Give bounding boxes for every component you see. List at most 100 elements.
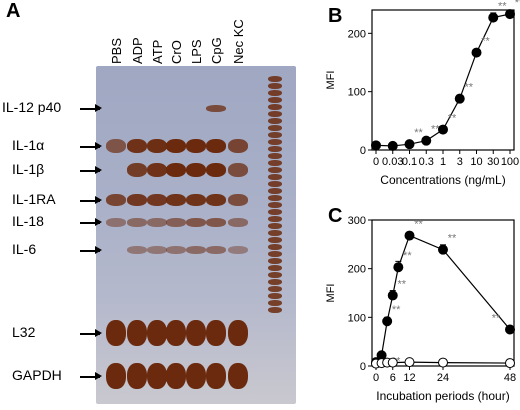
band-arrow: [80, 143, 102, 149]
x-tick-label: 48: [504, 372, 516, 384]
data-point: [505, 358, 515, 369]
gel-band: [228, 139, 248, 153]
band-label: IL-1β: [12, 161, 45, 177]
gel-band: [147, 194, 167, 206]
gel-band: [106, 217, 126, 227]
gel-band: [186, 363, 206, 389]
ladder-band: [268, 125, 282, 131]
ladder-band: [268, 139, 282, 145]
ladder-band: [268, 181, 282, 187]
y-axis-label: MFI: [325, 284, 337, 303]
ladder-band: [268, 160, 282, 166]
band-label: IL-6: [12, 241, 37, 257]
data-point: [505, 9, 515, 20]
significance-mark: **: [448, 113, 457, 125]
data-point: [505, 324, 515, 335]
gel-band: [166, 246, 186, 254]
data-point: [387, 290, 398, 301]
ladder-band: [268, 97, 282, 103]
band-label: IL-12 p40: [2, 99, 62, 115]
y-tick-label: 0: [360, 361, 366, 373]
x-tick-label: 6: [390, 372, 396, 384]
data-point: [454, 93, 465, 104]
gel-band: [228, 194, 248, 206]
significance-mark: **: [403, 250, 412, 262]
data-point: [404, 357, 415, 368]
ladder-band: [268, 237, 282, 243]
x-tick-label: 0.3: [419, 156, 434, 168]
panel-letter: C: [328, 205, 342, 227]
x-tick-label: 100: [501, 156, 519, 168]
gel-band: [206, 217, 226, 227]
gel-background: [96, 66, 296, 404]
gel-band: [228, 363, 248, 389]
lane-label: CrO: [169, 40, 184, 64]
gel-band: [127, 163, 147, 177]
data-point: [404, 139, 415, 150]
x-tick-label: 30: [487, 156, 499, 168]
gel-band: [106, 139, 126, 153]
x-axis-label: Concentrations (ng/mL): [380, 173, 505, 187]
significance-mark: **: [397, 278, 406, 290]
x-tick-label: 0.03: [382, 156, 403, 168]
gel-band: [166, 363, 186, 389]
data-point: [421, 135, 432, 146]
data-point: [471, 47, 482, 58]
band-arrow: [80, 373, 102, 379]
data-point: [438, 124, 448, 135]
band-arrow: [80, 167, 102, 173]
band-label: L32: [12, 324, 36, 340]
ladder-band: [268, 153, 282, 159]
ladder-band: [268, 230, 282, 236]
gel-band: [206, 139, 226, 153]
y-tick-label: 100: [348, 87, 366, 99]
data-point: [387, 140, 398, 151]
band-label: IL-1α: [12, 137, 45, 153]
panel-a-letter: A: [6, 0, 21, 22]
gel-band: [147, 163, 167, 177]
x-tick-label: 0: [373, 156, 379, 168]
ladder-band: [268, 188, 282, 194]
gel-band: [206, 320, 226, 346]
lane-label: CpG: [209, 37, 224, 64]
gel-band: [166, 139, 186, 153]
gel-band: [106, 363, 126, 389]
band-arrow: [80, 330, 102, 336]
gel-band: [127, 194, 147, 206]
ladder-band: [268, 111, 282, 117]
ladder-band: [268, 293, 282, 299]
series-line: [375, 234, 511, 363]
ladder-band: [268, 118, 282, 124]
band-label: IL-1RA: [12, 191, 56, 207]
gel-band: [127, 139, 147, 153]
gel-band: [228, 246, 248, 254]
x-tick-label: 3: [457, 156, 463, 168]
y-tick-label: 200: [348, 264, 366, 276]
band-arrow: [80, 219, 102, 225]
ladder-band: [268, 146, 282, 152]
significance-mark: **: [414, 127, 423, 139]
gel-band: [186, 163, 206, 177]
ladder-band: [268, 216, 282, 222]
lane-label: LPS: [189, 39, 204, 64]
ladder-band: [268, 279, 282, 285]
ladder-band: [268, 90, 282, 96]
lane-label: ADP: [130, 37, 145, 64]
x-tick-label: 10: [470, 156, 482, 168]
significance-mark: **: [515, 0, 520, 9]
data-point: [371, 140, 381, 151]
ladder-band: [268, 104, 282, 110]
band-label: IL-18: [12, 213, 44, 229]
gel-band: [186, 194, 206, 206]
gel-band: [166, 320, 186, 346]
data-point: [488, 12, 499, 23]
ladder-band: [268, 300, 282, 306]
ladder-band: [268, 167, 282, 173]
ladder-band: [268, 83, 282, 89]
data-point: [387, 357, 398, 368]
ladder-band: [268, 202, 282, 208]
gel-band: [228, 320, 248, 346]
significance-mark: **: [481, 36, 490, 48]
gel-band: [166, 217, 186, 227]
gel-band: [147, 139, 167, 153]
